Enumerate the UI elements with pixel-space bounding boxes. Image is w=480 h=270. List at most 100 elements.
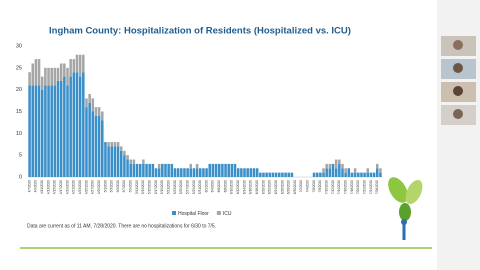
bar-segment	[281, 172, 284, 177]
x-tick-label: 6/16/2020	[249, 180, 253, 194]
bar-segment	[85, 98, 88, 108]
bar-segment	[379, 168, 382, 173]
x-tick-label: 4/9/2020	[34, 180, 38, 193]
x-tick-label: 4/17/2020	[59, 180, 63, 194]
participant-face	[453, 63, 463, 73]
y-tick-label: 20	[16, 87, 22, 93]
bar-segment	[236, 168, 240, 177]
bar-segment	[75, 54, 79, 73]
bar-segment	[40, 76, 44, 90]
x-tick-label: 6/22/2020	[268, 180, 272, 194]
x-tick-label: 6/20/2020	[261, 180, 265, 194]
participant-face	[453, 86, 463, 96]
bar-segment	[227, 163, 230, 177]
bar-segment	[312, 172, 316, 177]
bar-segment	[91, 98, 95, 112]
bar-segment	[287, 172, 291, 177]
logo	[388, 177, 423, 240]
legend-label: Hospital Floor	[178, 211, 209, 217]
bar-segment	[341, 168, 344, 177]
legend-swatch	[172, 211, 176, 215]
bar-segment	[101, 111, 104, 121]
x-tick-label: 7/8/2020	[318, 180, 322, 193]
bar-segment	[50, 85, 53, 177]
bar-segment	[142, 159, 145, 164]
bar-segment	[116, 146, 120, 177]
x-tick-label: 5/3/2020	[110, 180, 114, 193]
bar-segment	[328, 168, 332, 177]
bar-segment	[328, 163, 332, 169]
bar-segment	[119, 146, 123, 151]
x-tick-label: 7/12/2020	[331, 180, 335, 194]
x-tick-label: 5/17/2020	[154, 180, 158, 194]
x-tick-label: 5/5/2020	[116, 180, 120, 193]
bar-segment	[344, 168, 347, 173]
bar-segment	[66, 67, 69, 86]
x-tick-label: 7/4/2020	[306, 180, 310, 193]
x-tick-label: 6/4/2020	[211, 180, 215, 193]
bar-segment	[347, 168, 351, 177]
bar-segment	[119, 150, 123, 177]
bar-segment	[360, 172, 363, 177]
x-tick-label: 7/14/2020	[337, 180, 341, 194]
x-tick-label: 7/10/2020	[325, 180, 329, 194]
bar-segment	[132, 159, 136, 164]
x-tick-label: 7/22/2020	[362, 180, 366, 194]
x-tick-label: 6/14/2020	[242, 180, 246, 194]
bar-segment	[72, 72, 76, 177]
bar-segment	[192, 168, 196, 177]
bar-segment	[154, 168, 158, 177]
y-tick-label: 25	[16, 65, 22, 71]
x-tick-label: 7/26/2020	[375, 180, 379, 194]
bar-segment	[319, 172, 322, 177]
x-tick-label: 7/6/2020	[312, 180, 316, 193]
bar-segment	[173, 168, 177, 177]
bar-segment	[224, 163, 227, 177]
legend-label: ICU	[223, 211, 232, 217]
bar-segment	[82, 54, 85, 73]
bar-segment	[341, 163, 344, 169]
bar-segment	[135, 163, 139, 177]
bar-segment	[97, 107, 101, 116]
bar-segment	[205, 168, 208, 177]
bar-segment	[63, 76, 66, 177]
bar-segment	[107, 146, 110, 177]
bar-segment	[107, 142, 110, 147]
bar-segment	[78, 54, 82, 77]
bar-segment	[44, 85, 47, 177]
bar-segment	[157, 163, 161, 169]
bar-segment	[331, 163, 335, 177]
x-tick-label: 5/31/2020	[198, 180, 202, 194]
bar-segment	[40, 89, 44, 177]
bar-segment	[180, 168, 183, 177]
x-tick-label: 7/16/2020	[343, 180, 347, 194]
bar-segment	[170, 163, 174, 177]
bar-segment	[126, 159, 129, 177]
bar-segment	[195, 163, 199, 169]
bar-segment	[189, 168, 193, 177]
participant-face	[453, 109, 463, 119]
bar-segment	[202, 168, 205, 177]
bar-segment	[189, 163, 193, 169]
x-tick-label: 5/29/2020	[192, 180, 196, 194]
bar-segment	[176, 168, 180, 177]
bar-segment	[28, 85, 31, 177]
x-tick-label: 6/2/2020	[204, 180, 208, 193]
y-tick-label: 15	[16, 109, 22, 115]
bar-segment	[47, 85, 50, 177]
bar-segment	[110, 142, 114, 147]
bar-segment	[69, 76, 72, 177]
bar-segment	[145, 163, 148, 177]
x-tick-label: 5/15/2020	[148, 180, 152, 194]
bar-segment	[240, 168, 243, 177]
x-tick-label: 5/25/2020	[179, 180, 183, 194]
bar-segment	[37, 85, 41, 177]
bar-segment	[113, 146, 117, 177]
bar-segment	[353, 172, 357, 177]
x-tick-label: 5/23/2020	[173, 180, 177, 194]
bar-segment	[322, 168, 325, 173]
bar-segment	[110, 146, 114, 177]
bar-segment	[243, 168, 246, 177]
